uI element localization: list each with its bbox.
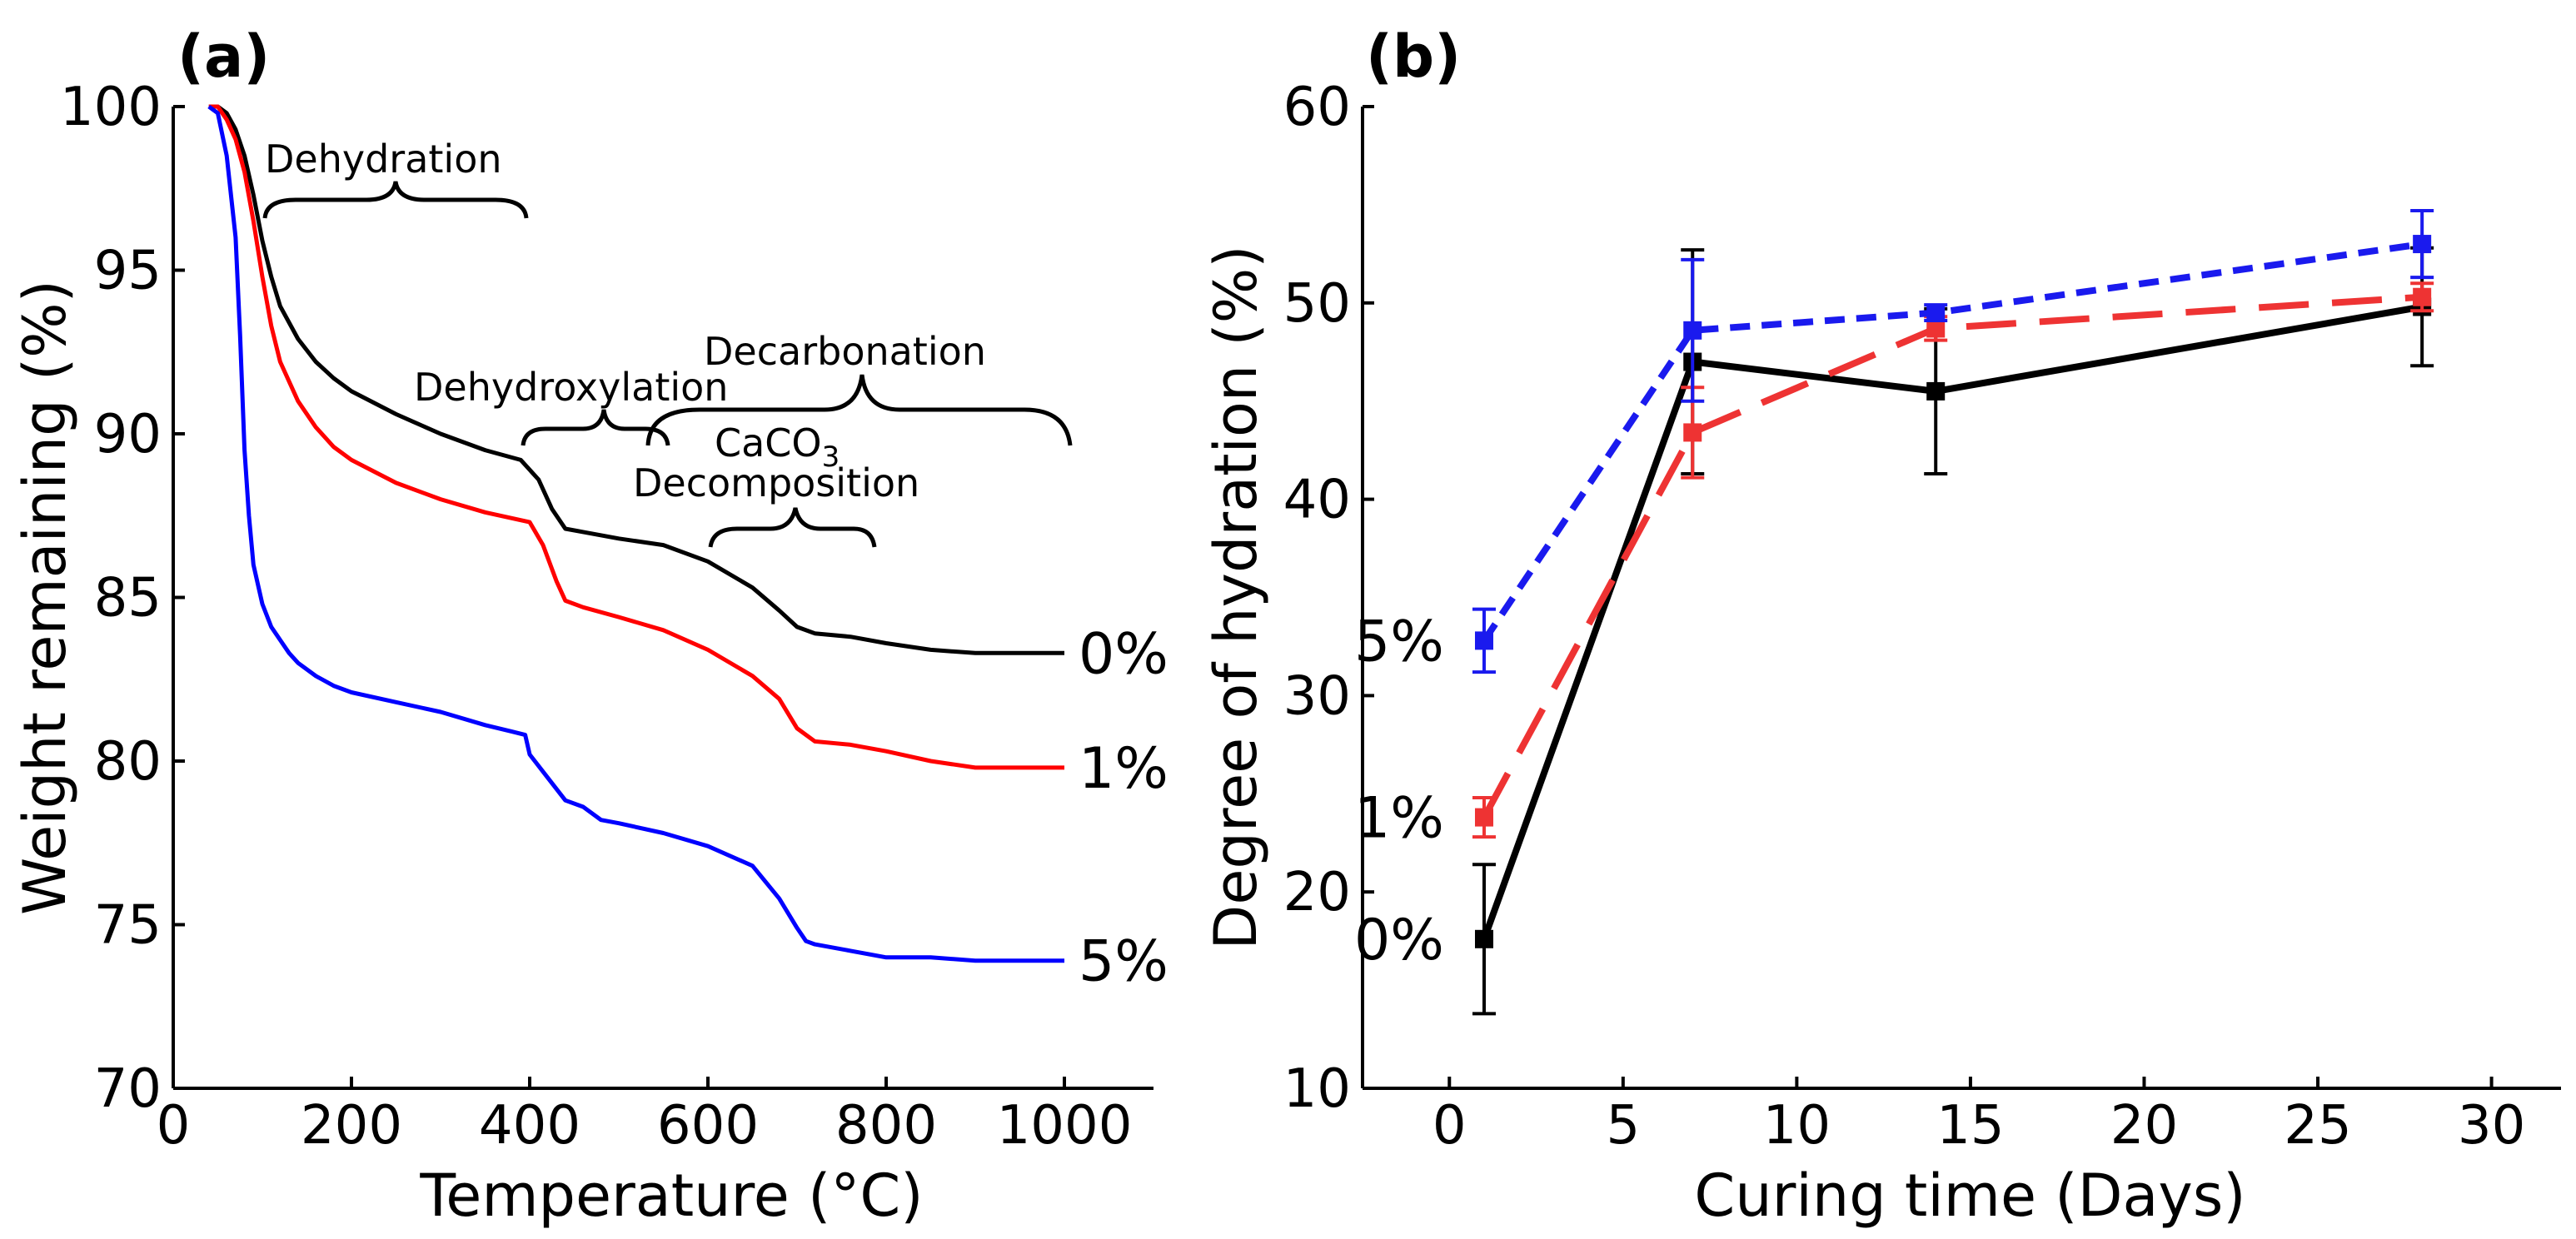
panel-b-x-tick-label: 10 [1763,1095,1831,1157]
decarbonation-label: Decarbonation [704,329,986,374]
panel-a-x-tick-label: 400 [479,1095,580,1157]
panel-b-series-label-1pct: 1% [1354,786,1444,852]
panel-a-x-axis-label: Temperature (°C) [419,1162,923,1230]
panel-b-y-axis-label: Degree of hydration (%) [1202,245,1270,949]
panel-b-y-tick-label: 20 [1283,862,1351,923]
panel-a-series-line-1pct [208,104,1064,770]
panel-a-series-label-5pct: 5% [1079,929,1168,995]
panel-a-series-label-1pct: 1% [1079,736,1168,802]
panel-b-y-tick-label: 60 [1283,77,1351,138]
panel-a-series-label-0pct: 0% [1079,621,1168,687]
panel-a-y-tick-label: 85 [94,568,162,629]
caco3-label: CaCO3 [715,420,840,474]
panel-b-marker-1pct [1926,319,1946,338]
panel-a-series-line-5pct [207,104,1064,963]
panel-b-marker-1pct [2413,287,2432,306]
caco3-decomposition-brace [708,507,877,548]
panel-b-x-axis-label: Curing time (Days) [1694,1162,2245,1230]
panel-a-x-tick-label: 1000 [997,1095,1133,1157]
panel-b-series-line-0pct [1481,303,2423,941]
dehydration-label: Dehydration [265,137,502,182]
panel-a-x-tick-label: 600 [657,1095,759,1157]
panel-b-marker-5pct [1474,631,1493,650]
panel-b-x-tick-label: 15 [1936,1095,2004,1157]
panel-a-y-tick-label: 90 [94,404,162,465]
panel-a-y-tick-label: 95 [94,241,162,302]
panel-b-x-tick-label: 30 [2458,1095,2525,1157]
panel-a-y-tick-label: 70 [94,1058,162,1120]
panel-a-x-tick-label: 0 [157,1095,191,1157]
panel-b-series: 0% 1% 5% [1354,208,2434,1016]
panel-a-y-axis-label: Weight remaining (%) [11,280,79,915]
dehydroxylation-label: Dehydroxylation [414,365,728,410]
panel-b-marker-5pct [1683,321,1702,340]
decarbonation-brace [645,374,1073,446]
panel-b-series-label-5pct: 5% [1354,609,1444,674]
panel-b-marker-0pct [1926,381,1946,401]
panel-b-marker-1pct [1683,423,1702,442]
dehydration-brace [262,181,529,219]
panel-b-label: (b) [1366,22,1461,91]
panel-b-marker-1pct [1474,808,1493,827]
panel-a-y-tick-label: 80 [94,731,162,793]
panel-b-series-line-5pct [1481,241,2423,643]
panel-b-marker-5pct [2413,235,2432,254]
panel-b-x-tick-label: 0 [1432,1095,1467,1157]
panel-a-y-tick-label: 75 [94,895,162,957]
panel-b-y-tick-label: 30 [1283,665,1351,727]
panel-b-series-line-1pct [1481,293,2423,819]
panel-b-y-tick-label: 10 [1283,1058,1351,1120]
panel-a-y-tick-label: 100 [60,77,162,138]
panel-a-series-line-0pct [208,104,1064,655]
panel-a-label: (a) [177,22,270,91]
decomposition-label: Decomposition [633,460,919,505]
panel-b-x-tick-label: 25 [2284,1095,2351,1157]
panel-b-x-tick-label: 5 [1606,1095,1640,1157]
panel-b-y-tick-label: 40 [1283,470,1351,531]
panel-b-x-tick-label: 20 [2110,1095,2178,1157]
panel-a-series: 0% 1% 5% [207,104,1168,995]
panel-b-axes: 0 5 10 15 20 25 30 10 20 30 40 50 60 Curing time (Day… [1202,77,2561,1230]
panel-b-marker-0pct [1474,929,1493,948]
panel-b-marker-5pct [1926,303,1946,322]
panel-a-x-tick-label: 800 [835,1095,937,1157]
panel-b-series-label-0pct: 0% [1354,908,1444,973]
panel-b-y-tick-label: 50 [1283,273,1351,335]
panel-b-hydration-chart: (b) 0 5 10 15 20 25 30 10 20 30 40 50 60 Curing time … [1202,22,2561,1230]
panel-a-tga-chart: (a) 0 200 400 600 800 1000 70 75 80 85 90 95 100 Temp… [11,22,1168,1230]
panel-a-x-tick-label: 200 [301,1095,402,1157]
panel-a-axes: 0 200 400 600 800 1000 70 75 80 85 90 95 100 Temperat… [11,77,1153,1230]
panel-a-annotations: Dehydration Dehydroxylation Decarbonatio… [262,137,1073,548]
dehydroxylation-brace [521,409,670,446]
